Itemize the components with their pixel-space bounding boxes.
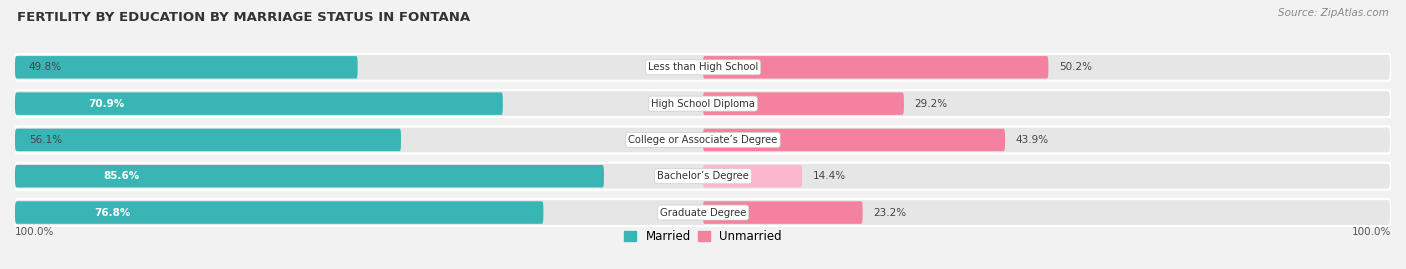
- Text: 100.0%: 100.0%: [1351, 227, 1391, 237]
- FancyBboxPatch shape: [15, 163, 1391, 190]
- FancyBboxPatch shape: [15, 201, 543, 224]
- Text: 23.2%: 23.2%: [873, 208, 905, 218]
- Text: Less than High School: Less than High School: [648, 62, 758, 72]
- FancyBboxPatch shape: [703, 201, 863, 224]
- FancyBboxPatch shape: [703, 92, 904, 115]
- Legend: Married, Unmarried: Married, Unmarried: [620, 225, 786, 248]
- Text: College or Associate’s Degree: College or Associate’s Degree: [628, 135, 778, 145]
- Text: Graduate Degree: Graduate Degree: [659, 208, 747, 218]
- Text: 100.0%: 100.0%: [15, 227, 55, 237]
- Text: 76.8%: 76.8%: [94, 208, 131, 218]
- Text: 29.2%: 29.2%: [914, 99, 948, 109]
- FancyBboxPatch shape: [15, 129, 401, 151]
- Text: FERTILITY BY EDUCATION BY MARRIAGE STATUS IN FONTANA: FERTILITY BY EDUCATION BY MARRIAGE STATU…: [17, 11, 470, 24]
- FancyBboxPatch shape: [15, 54, 1391, 81]
- Text: 56.1%: 56.1%: [28, 135, 62, 145]
- Text: Bachelor’s Degree: Bachelor’s Degree: [657, 171, 749, 181]
- FancyBboxPatch shape: [15, 92, 503, 115]
- FancyBboxPatch shape: [703, 129, 1005, 151]
- Text: 43.9%: 43.9%: [1015, 135, 1049, 145]
- FancyBboxPatch shape: [15, 126, 1391, 153]
- FancyBboxPatch shape: [15, 199, 1391, 226]
- Text: Source: ZipAtlas.com: Source: ZipAtlas.com: [1278, 8, 1389, 18]
- Text: 70.9%: 70.9%: [89, 99, 124, 109]
- FancyBboxPatch shape: [703, 165, 801, 187]
- Text: 85.6%: 85.6%: [103, 171, 139, 181]
- Text: 49.8%: 49.8%: [28, 62, 62, 72]
- Text: 14.4%: 14.4%: [813, 171, 845, 181]
- FancyBboxPatch shape: [15, 165, 605, 187]
- FancyBboxPatch shape: [703, 56, 1049, 79]
- FancyBboxPatch shape: [15, 90, 1391, 117]
- FancyBboxPatch shape: [15, 56, 357, 79]
- Text: High School Diploma: High School Diploma: [651, 99, 755, 109]
- Text: 50.2%: 50.2%: [1059, 62, 1091, 72]
